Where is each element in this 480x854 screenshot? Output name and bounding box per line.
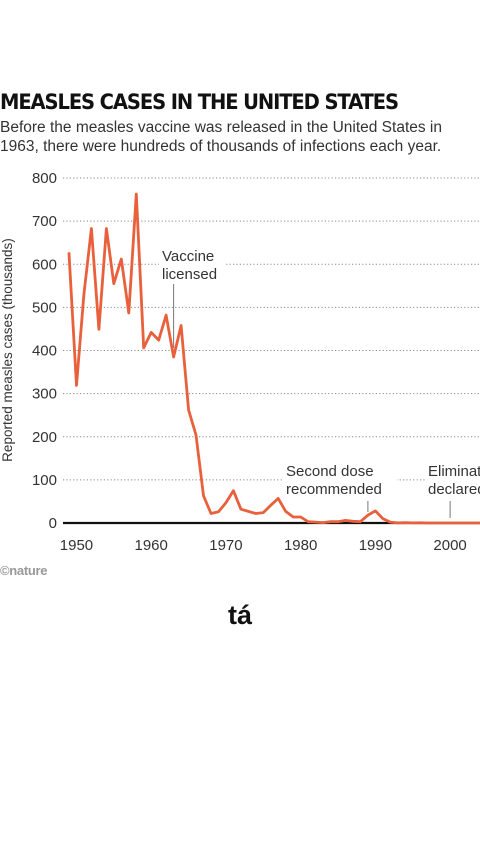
annotation-elimination: Elimination [428, 463, 480, 480]
y-tick-label: 400 [32, 343, 57, 360]
y-tick-label: 0 [49, 515, 57, 532]
annotation-second-dose: Second dose [286, 463, 374, 480]
series-line-measles-cases [67, 192, 480, 525]
grid-lines [63, 177, 480, 525]
x-tick-label: 1950 [60, 537, 93, 554]
y-tick-label: 600 [32, 256, 57, 273]
y-tick-label: 200 [32, 429, 57, 446]
x-tick-labels: 1950 1960 1970 1980 1990 2000 [60, 537, 467, 554]
x-tick-label: 1980 [284, 537, 317, 554]
y-tick-labels: 0 100 200 300 400 500 600 700 800 [32, 170, 57, 532]
chart-title: MEASLES CASES IN THE UNITED STATES [0, 90, 399, 114]
y-tick-label: 800 [32, 170, 57, 187]
y-tick-label: 100 [32, 472, 57, 489]
series-layer [67, 192, 480, 525]
nature-logo: ©nature [0, 563, 48, 578]
y-tick-label: 700 [32, 213, 57, 230]
annotation-vaccine-licensed: Vaccine [162, 248, 214, 265]
caption-text: tá [227, 600, 252, 630]
x-tick-label: 1960 [135, 537, 168, 554]
chart-subtitle: Before the measles vaccine was released … [0, 119, 442, 155]
annotation-elimination: declared [428, 481, 480, 498]
x-tick-label: 1990 [359, 537, 392, 554]
x-tick-label: 2000 [433, 537, 466, 554]
measles-line-chart: Reported measles cases (thousands) 0 100 2… [0, 170, 480, 554]
y-tick-label: 500 [32, 299, 57, 316]
y-tick-label: 300 [32, 386, 57, 403]
x-tick-label: 1970 [209, 537, 242, 554]
y-axis-label: Reported measles cases (thousands) [0, 238, 15, 462]
annotation-second-dose: recommended [286, 481, 382, 498]
annotation-vaccine-licensed: licensed [162, 266, 217, 283]
